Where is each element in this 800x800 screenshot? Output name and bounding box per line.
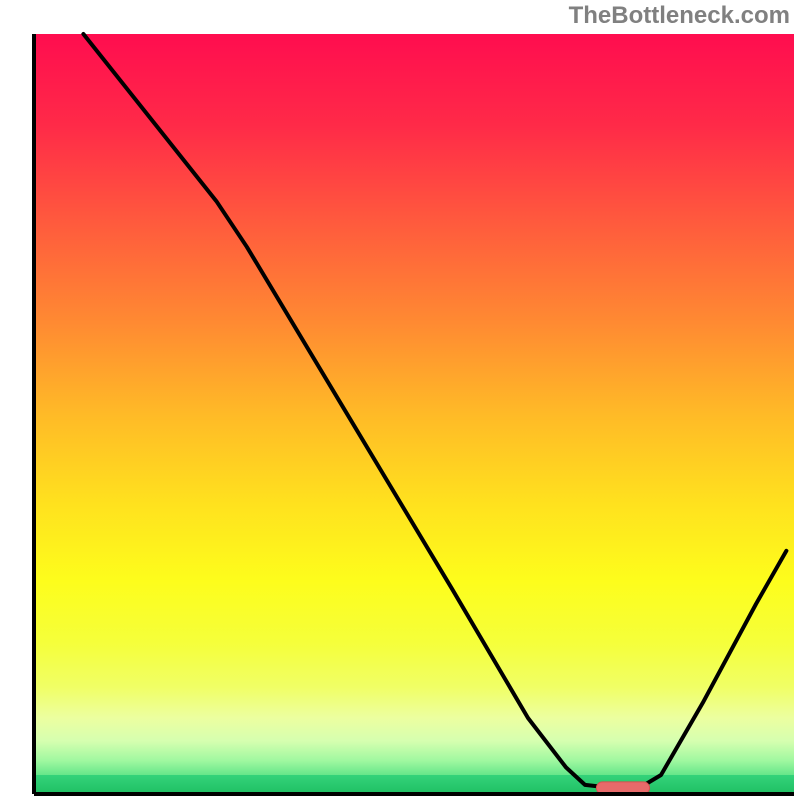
watermark-text: TheBottleneck.com: [569, 2, 790, 30]
green-strip: [34, 775, 794, 794]
chart-container: TheBottleneck.com: [0, 0, 800, 800]
gradient-background: [34, 34, 794, 794]
bottleneck-chart: [0, 0, 800, 800]
